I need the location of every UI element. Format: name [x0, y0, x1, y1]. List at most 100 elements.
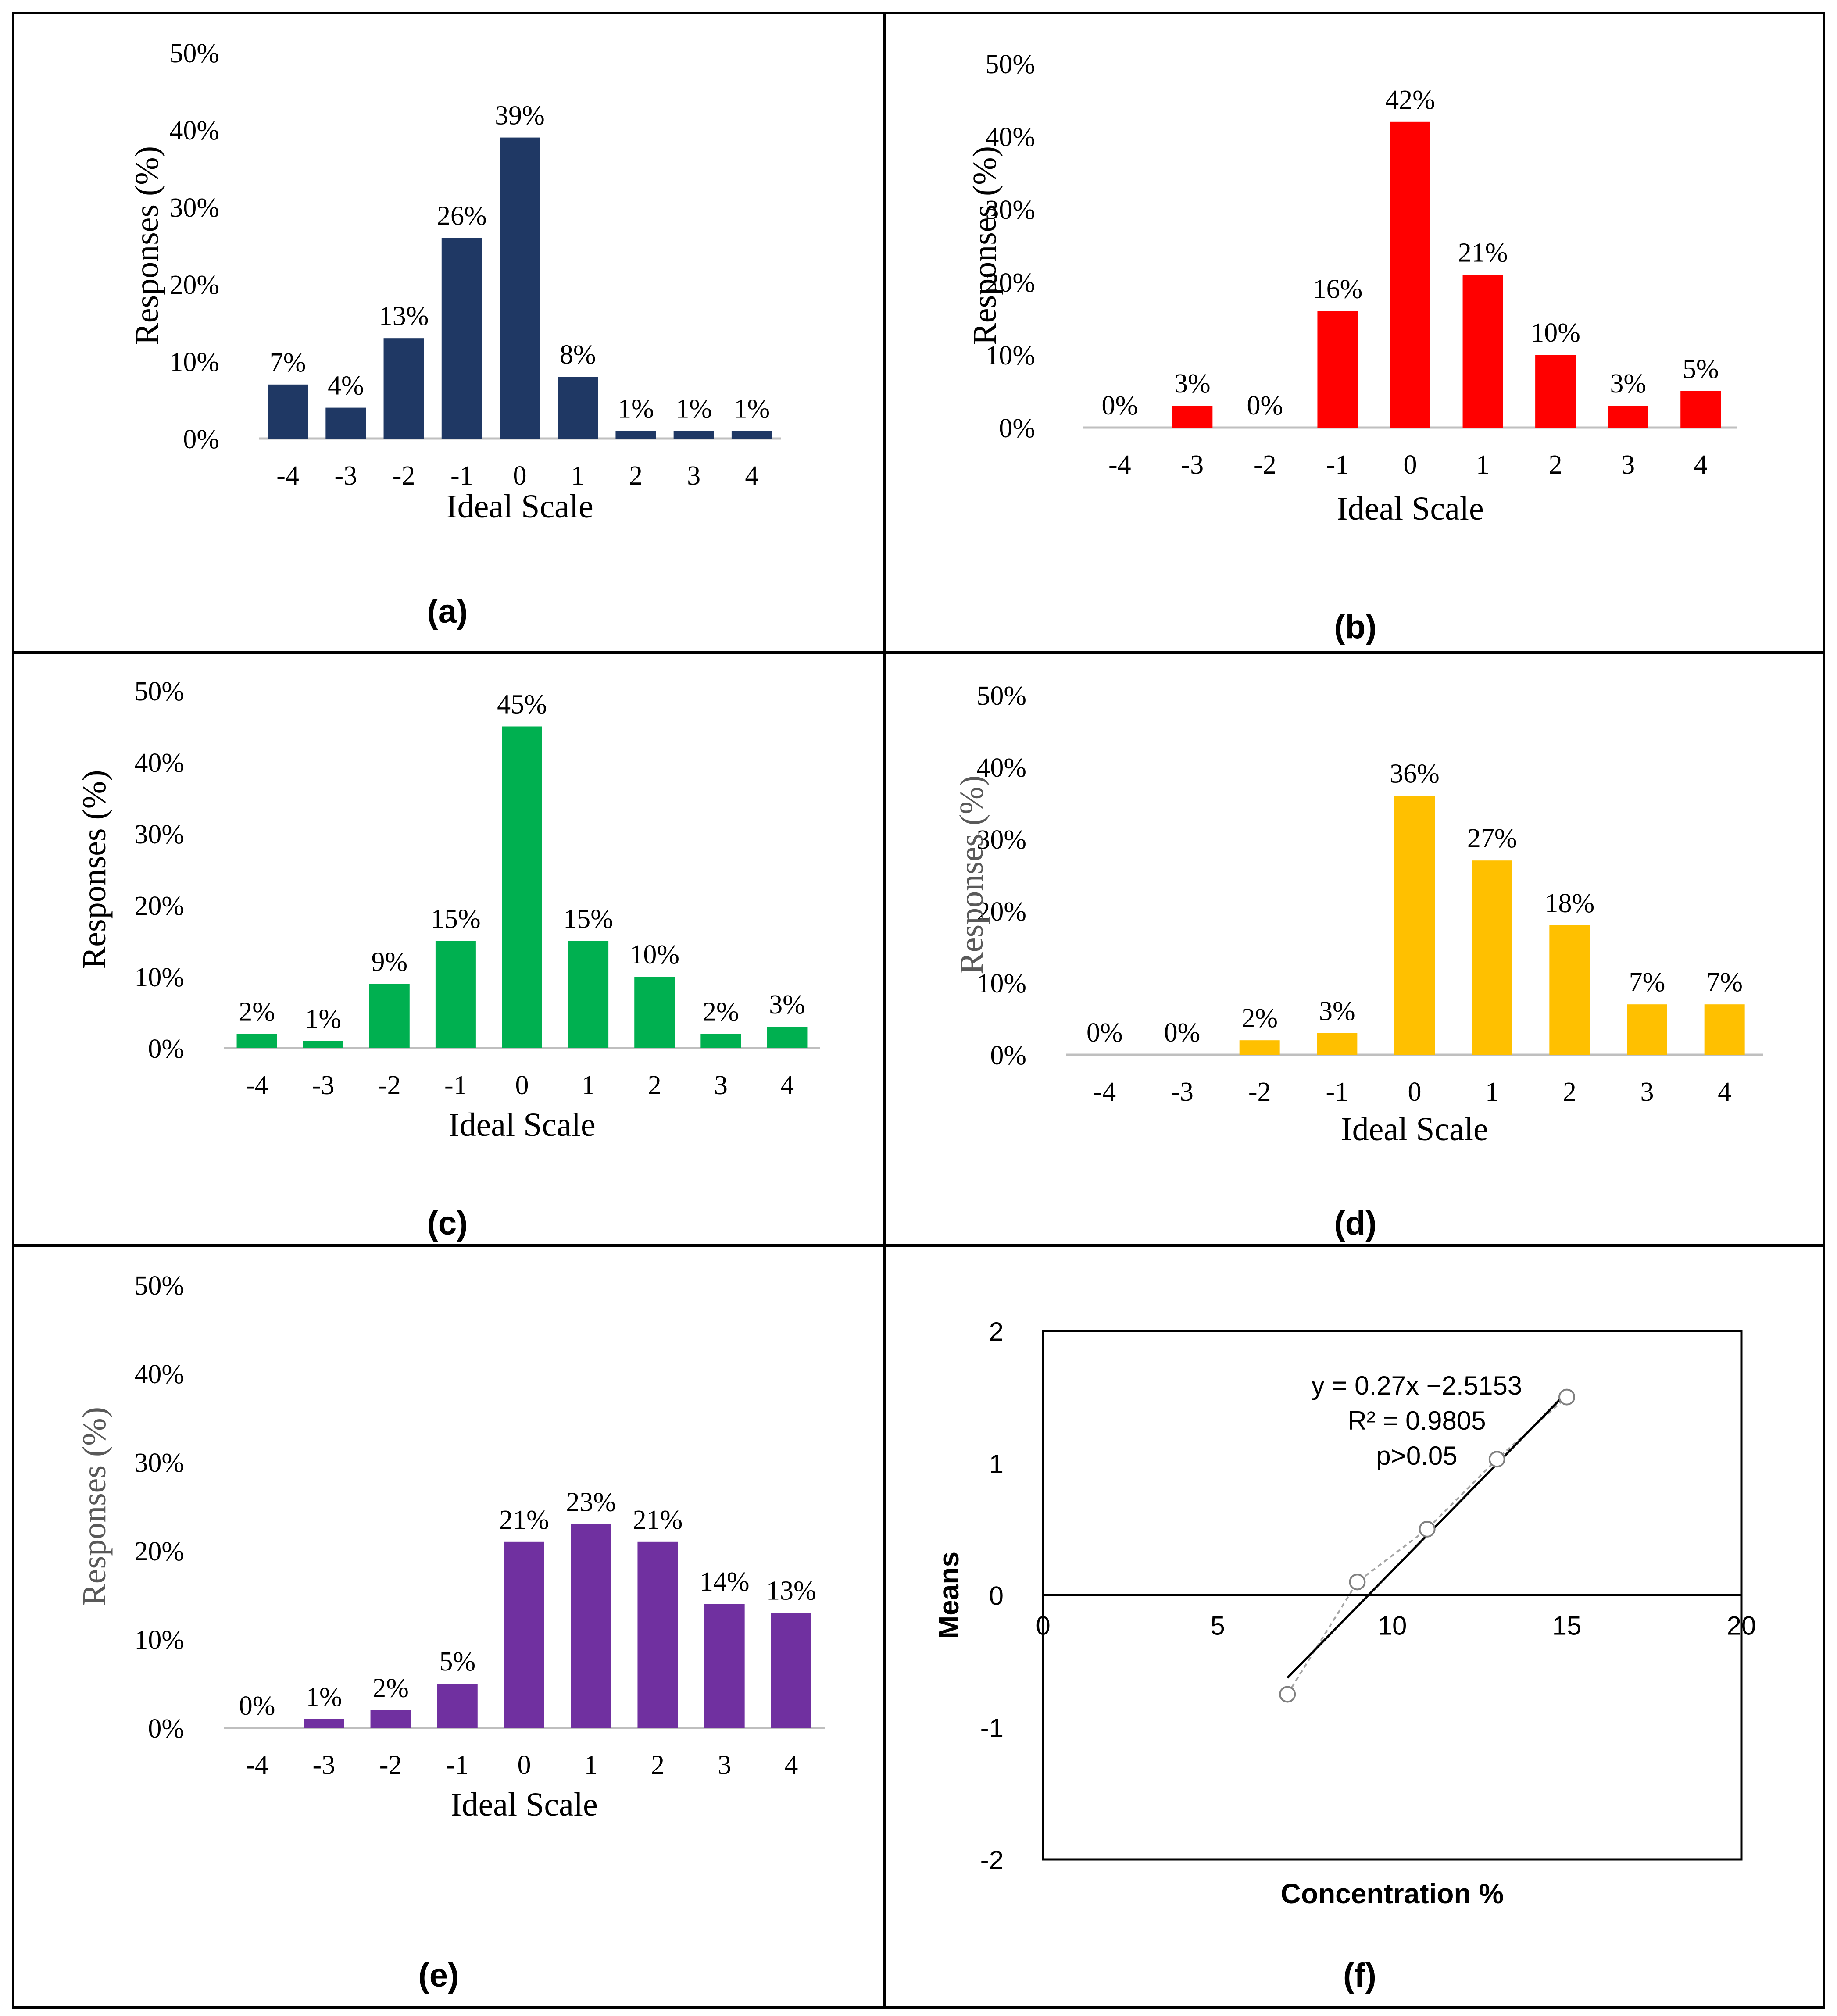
x-tick-label: 3 [1640, 1077, 1654, 1107]
y-tick-label: -2 [980, 1845, 1004, 1875]
trendline-annotation: p>0.05 [1376, 1441, 1457, 1470]
x-tick-label: -4 [246, 1750, 268, 1780]
x-tick-label: 1 [1485, 1077, 1499, 1107]
y-tick-label: 30% [985, 195, 1035, 225]
x-tick-label: 0 [518, 1750, 531, 1780]
data-label: 5% [1683, 354, 1719, 384]
x-tick-label: -4 [276, 461, 299, 491]
bar-chart-c: 0% 10% 20% 30% 40% 50% 2% -4 1% -3 9% -2 15% -1 45% 0 15… [76, 677, 820, 1242]
x-tick-label: 5 [1210, 1611, 1225, 1641]
data-label: 0% [1086, 1018, 1123, 1048]
data-label: 0% [1164, 1018, 1201, 1048]
data-label: 8% [560, 340, 596, 370]
y-axis-title: Means [933, 1552, 965, 1639]
x-tick-label: -1 [450, 461, 473, 491]
bar-chart-d: 0%10%20%30%40%50%0%-40%-32%-23%-136%027%… [953, 681, 1763, 1242]
data-label: 13% [766, 1576, 816, 1606]
data-label: 4% [328, 371, 364, 401]
bar [1390, 121, 1430, 428]
bar-chart-b: 0%10%20%30%40%50%0%-43%-30%-216%-142%021… [966, 50, 1737, 646]
bar [504, 1541, 544, 1728]
x-axis-title: Ideal Scale [448, 1106, 595, 1143]
bar-chart-e: 0% 10% 20% 30% 40% 50% 0% -4 1% -3 2% -2 5% -1 21% 0 23%… [76, 1271, 825, 1994]
data-point [1488, 1451, 1505, 1468]
x-tick-label: 0 [1036, 1611, 1050, 1641]
bar [500, 137, 540, 439]
bar [435, 941, 476, 1048]
bar [731, 431, 772, 439]
x-tick-label: 0 [515, 1070, 529, 1100]
x-tick-label: -2 [378, 1070, 401, 1100]
y-tick-label: 50% [169, 39, 219, 68]
y-tick-label: 0% [999, 414, 1035, 443]
bar [441, 238, 482, 439]
bar [1462, 275, 1503, 428]
y-tick-label: 0% [148, 1714, 184, 1744]
y-tick-label: 0% [183, 425, 219, 454]
y-tick-label: 0% [990, 1041, 1026, 1070]
data-point [1419, 1520, 1436, 1538]
panel-label: (c) [427, 1205, 468, 1242]
x-tick-label: -3 [1171, 1077, 1194, 1107]
x-tick-label: 1 [584, 1750, 598, 1780]
x-tick-label: -4 [1094, 1077, 1116, 1107]
bar [637, 1541, 678, 1728]
x-axis-title: Ideal Scale [1341, 1111, 1488, 1148]
y-tick-label: -1 [980, 1713, 1004, 1743]
data-label: 5% [439, 1647, 475, 1677]
y-tick-label: 10% [985, 341, 1035, 371]
bar [303, 1041, 343, 1048]
y-tick-label: 50% [134, 677, 184, 706]
data-label: 9% [371, 947, 407, 977]
bar [771, 1613, 811, 1728]
data-label: 15% [431, 904, 481, 934]
panel-label: (a) [427, 593, 468, 630]
data-label: 3% [1319, 996, 1355, 1026]
x-axis-title: Ideal Scale [450, 1786, 597, 1823]
x-tick-label: 10 [1378, 1611, 1407, 1641]
x-axis-title: Ideal Scale [1337, 490, 1483, 527]
y-tick-label: 30% [169, 193, 219, 223]
bar [383, 338, 424, 439]
y-tick-label: 2 [989, 1317, 1004, 1346]
x-tick-label: 4 [1718, 1077, 1731, 1107]
bar [571, 1524, 611, 1728]
data-label: 21% [499, 1505, 549, 1535]
data-label: 21% [633, 1505, 683, 1535]
data-label: 16% [1313, 274, 1363, 304]
x-tick-label: 15 [1552, 1611, 1582, 1641]
bar [1317, 311, 1358, 428]
data-label: 2% [239, 997, 275, 1027]
y-axis-title: Responses (%) [966, 146, 1003, 345]
data-label: 3% [1610, 369, 1646, 399]
scatter-chart-f: 0 5 10 15 20 -2 -1 0 1 2 y = 0.27x −2.5153 R² = 0.9… [933, 1317, 1756, 1994]
panel-label: (d) [1334, 1205, 1376, 1242]
x-tick-label: -3 [335, 461, 357, 491]
data-label: 36% [1390, 759, 1440, 789]
y-tick-label: 10% [134, 963, 184, 992]
y-tick-label: 20% [134, 891, 184, 921]
x-axis-title: Ideal Scale [446, 488, 593, 525]
data-point [1279, 1686, 1296, 1703]
y-tick-label: 40% [134, 1359, 184, 1389]
y-tick-label: 20% [169, 270, 219, 300]
data-label: 1% [734, 394, 770, 424]
trendline-annotation: y = 0.27x −2.5153 [1312, 1371, 1522, 1400]
y-tick-label: 1 [989, 1449, 1004, 1478]
bar [268, 384, 308, 439]
x-tick-label: 3 [718, 1750, 731, 1780]
data-label: 42% [1385, 85, 1435, 115]
x-tick-label: 3 [714, 1070, 728, 1100]
y-axis-title: Responses (%) [129, 146, 165, 345]
data-label: 2% [703, 997, 739, 1027]
bar [634, 977, 675, 1048]
y-tick-label: 40% [985, 122, 1035, 152]
x-tick-label: 2 [1563, 1077, 1576, 1107]
data-label: 13% [379, 301, 429, 331]
y-tick-label: 20% [985, 268, 1035, 298]
x-tick-label: -4 [1108, 450, 1131, 480]
x-tick-label: -2 [1254, 450, 1276, 480]
trendline-annotation: R² = 0.9805 [1347, 1406, 1486, 1435]
y-tick-label: 30% [976, 825, 1026, 855]
